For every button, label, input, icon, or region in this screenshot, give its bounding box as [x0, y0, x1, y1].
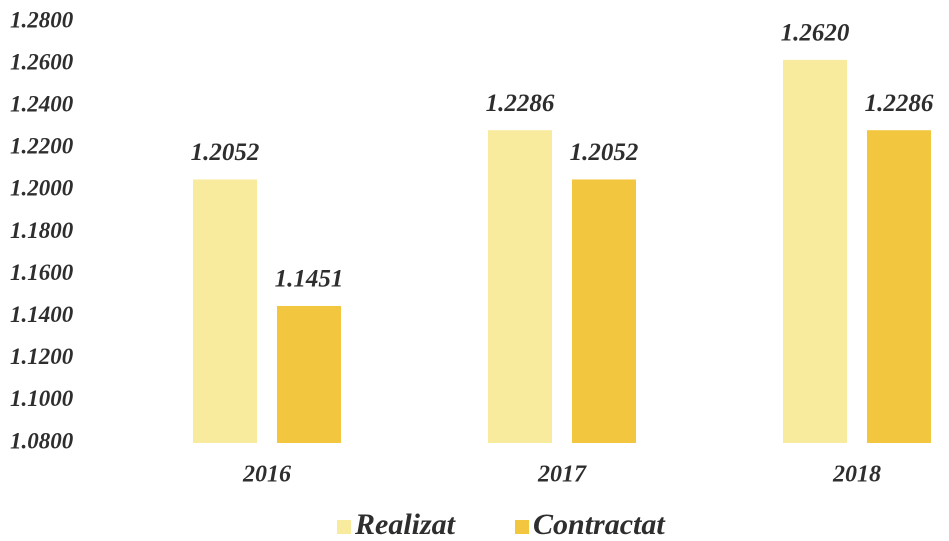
legend-label: Contractat — [533, 508, 666, 541]
y-tick-label: 1.1400 — [10, 302, 74, 327]
legend-swatch — [337, 520, 351, 534]
bar — [488, 130, 552, 443]
y-tick-label: 1.2200 — [10, 134, 74, 159]
y-tick-label: 1.2800 — [10, 7, 74, 32]
x-tick-label: 2016 — [242, 462, 291, 488]
value-label: 1.1451 — [275, 266, 344, 293]
value-label: 1.2052 — [570, 139, 639, 166]
value-label: 1.2052 — [191, 139, 260, 166]
value-label: 1.2620 — [781, 20, 850, 47]
legend-label: Realizat — [354, 508, 457, 541]
y-tick-label: 1.1800 — [10, 218, 74, 243]
y-tick-label: 1.1200 — [10, 344, 74, 369]
bar — [193, 179, 257, 444]
x-tick-label: 2017 — [537, 462, 587, 488]
x-tick-label: 2018 — [832, 462, 881, 488]
legend-swatch — [515, 520, 529, 534]
y-tick-label: 1.1000 — [10, 386, 74, 411]
bar — [783, 59, 847, 443]
y-tick-label: 1.1600 — [10, 260, 74, 285]
value-label: 1.2286 — [865, 90, 934, 117]
y-tick-label: 1.2000 — [10, 176, 74, 201]
bar — [277, 305, 341, 443]
y-tick-label: 1.2400 — [10, 91, 74, 116]
value-label: 1.2286 — [486, 90, 555, 117]
y-tick-label: 1.2600 — [10, 49, 74, 74]
y-tick-label: 1.0800 — [10, 428, 74, 453]
bar — [572, 179, 636, 444]
bar — [867, 130, 931, 443]
